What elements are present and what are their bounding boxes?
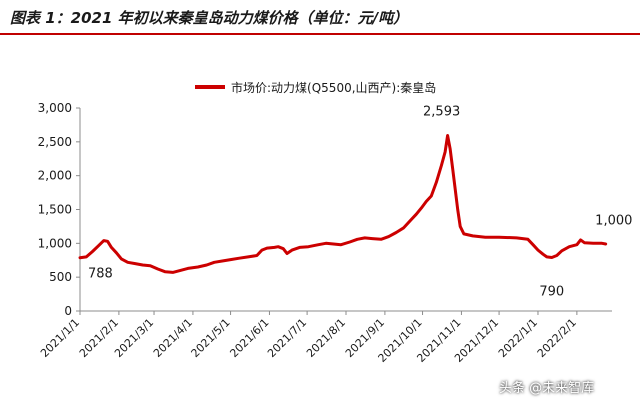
chart-title: 图表 1：2021 年初以来秦皇岛动力煤价格（单位：元/吨） — [10, 9, 409, 27]
x-tick-label: 2021/4/1 — [151, 316, 195, 360]
x-tick-label: 2021/8/1 — [304, 316, 348, 360]
y-tick-label: 1,500 — [38, 203, 72, 217]
series-line — [78, 134, 608, 274]
title-bar: 图表 1：2021 年初以来秦皇岛动力煤价格（单位：元/吨） — [0, 0, 640, 35]
x-tick-label: 2021/5/1 — [189, 316, 233, 360]
data-label: 1,000 — [595, 213, 632, 228]
y-tick-label: 3,000 — [38, 101, 72, 115]
x-tick-label: 2022/1/1 — [496, 316, 540, 360]
y-tick-label: 1,000 — [38, 236, 72, 250]
x-tick-label: 2022/2/1 — [535, 316, 579, 360]
watermark: 头条 @未来智库 — [499, 381, 595, 396]
x-axis: 2021/1/12021/2/12021/3/12021/4/12021/5/1… — [38, 310, 612, 365]
data-label: 2,593 — [423, 105, 460, 120]
title-rule — [0, 33, 640, 35]
plot-area — [78, 134, 608, 274]
data-labels: 788 2,593 790 1,000 — [88, 105, 632, 300]
x-tick-label: 2021/6/1 — [227, 316, 271, 360]
y-tick-label: 0 — [64, 304, 72, 318]
data-label: 790 — [539, 285, 564, 300]
y-tick-label: 2,500 — [38, 135, 72, 149]
y-tick-label: 2,000 — [38, 169, 72, 183]
x-tick-label: 2021/3/1 — [112, 316, 156, 360]
y-axis: 0 500 1,000 1,500 2,000 2,500 3,000 — [38, 101, 81, 318]
legend-label: 市场价:动力煤(Q5500,山西产):秦皇岛 — [231, 80, 436, 95]
data-label: 788 — [88, 267, 113, 282]
y-tick-label: 500 — [49, 270, 72, 284]
x-tick-label: 2021/1/1 — [38, 316, 82, 360]
x-tick-label: 2021/7/1 — [265, 316, 309, 360]
legend: 市场价:动力煤(Q5500,山西产):秦皇岛 — [195, 80, 436, 95]
